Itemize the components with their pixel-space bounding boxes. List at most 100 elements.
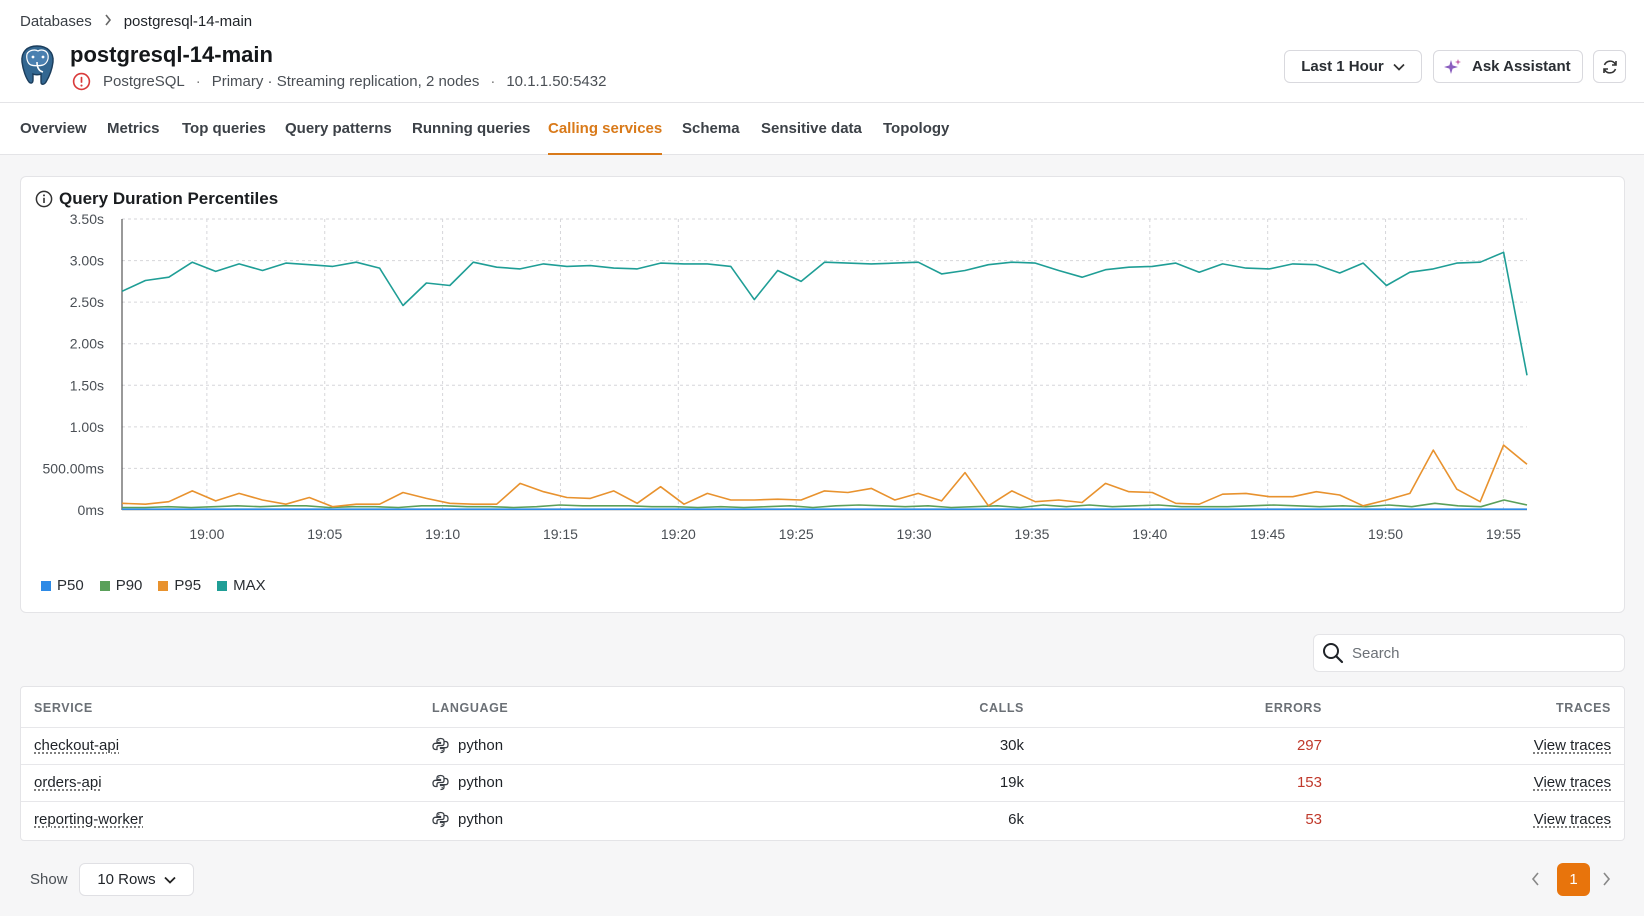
service-link[interactable]: reporting-worker (34, 811, 144, 828)
tab-calling-services[interactable]: Calling services (548, 103, 663, 155)
legend-label: P50 (57, 577, 84, 594)
postgresql-elephant-icon (21, 45, 54, 85)
service-link[interactable]: checkout-api (34, 737, 120, 754)
legend-swatch (217, 580, 228, 591)
column-header-errors[interactable]: ERRORS (1264, 701, 1322, 715)
view-traces-link[interactable]: View traces (1533, 811, 1611, 828)
legend-label: P90 (115, 577, 143, 594)
search-input[interactable] (1352, 644, 1612, 662)
errors-value: 153 (1296, 774, 1322, 791)
y-tick-label: 3.50s (70, 211, 104, 227)
language-cell: python (432, 811, 503, 828)
tab-overview[interactable]: Overview (20, 120, 87, 137)
legend-item-p50[interactable]: P50 (41, 577, 84, 594)
tab-schema[interactable]: Schema (682, 120, 740, 137)
refresh-button[interactable] (1593, 50, 1626, 83)
column-header-service[interactable]: SERVICE (34, 701, 93, 715)
refresh-icon (1602, 59, 1617, 74)
breadcrumb: Databases postgresql-14-main (20, 11, 252, 31)
view-traces-link[interactable]: View traces (1533, 737, 1611, 754)
show-label: Show (30, 871, 68, 888)
python-icon (432, 774, 449, 791)
sparkle-icon (1444, 58, 1461, 74)
page-button-current[interactable]: 1 (1557, 863, 1590, 896)
language-label: python (458, 774, 504, 791)
time-range-label: Last 1 Hour (1301, 58, 1384, 75)
language-cell: python (432, 737, 503, 754)
warning-icon (72, 72, 91, 90)
language-label: python (458, 811, 504, 828)
table-row: checkout-api python 30k 297 View traces (21, 727, 1624, 764)
python-icon (432, 811, 449, 828)
chart-title-text: Query Duration Percentiles (59, 189, 279, 208)
previous-page-button[interactable] (1530, 870, 1542, 888)
service-link[interactable]: orders-api (34, 774, 102, 791)
next-page-button[interactable] (1600, 870, 1612, 888)
chart-legend: P50 P90 P95 MAX (41, 577, 282, 594)
ask-assistant-button[interactable]: Ask Assistant (1433, 50, 1583, 83)
x-tick-label: 19:25 (779, 526, 814, 542)
tab-metrics[interactable]: Metrics (107, 120, 160, 137)
x-tick-label: 19:15 (543, 526, 578, 542)
language-cell: python (432, 774, 503, 791)
calls-value: 19k (999, 774, 1024, 791)
chart-title: Query Duration Percentiles (35, 189, 278, 209)
legend-item-max[interactable]: MAX (217, 577, 266, 594)
tab-bar: Overview Metrics Top queries Query patte… (0, 103, 1644, 155)
time-range-dropdown[interactable]: Last 1 Hour (1284, 50, 1422, 83)
view-traces-link[interactable]: View traces (1533, 774, 1611, 791)
x-tick-label: 19:55 (1486, 526, 1521, 542)
calls-value: 6k (1008, 811, 1024, 828)
role-label: Primary · Streaming replication, 2 nodes (211, 72, 480, 90)
x-tick-label: 19:35 (1014, 526, 1049, 542)
column-header-calls[interactable]: CALLS (979, 701, 1024, 715)
rows-per-page-value: 10 Rows (97, 871, 156, 888)
legend-item-p90[interactable]: P90 (99, 577, 143, 594)
legend-item-p95[interactable]: P95 (158, 577, 201, 594)
tab-running-queries[interactable]: Running queries (412, 120, 531, 137)
tab-sensitive-data[interactable]: Sensitive data (761, 120, 862, 137)
engine-label: PostgreSQL (103, 72, 185, 90)
x-tick-label: 19:10 (425, 526, 460, 542)
legend-label: P95 (174, 577, 202, 594)
breadcrumb-current: postgresql-14-main (123, 12, 253, 30)
info-icon (35, 190, 53, 208)
errors-value: 297 (1296, 737, 1322, 754)
search-box (1313, 634, 1625, 672)
x-tick-label: 19:05 (307, 526, 342, 542)
y-tick-label: 2.00s (70, 336, 104, 352)
x-tick-label: 19:50 (1368, 526, 1403, 542)
page-title: postgresql-14-main (70, 42, 273, 67)
address-label: 10.1.1.50:5432 (506, 72, 607, 90)
y-tick-label: 0ms (78, 502, 104, 518)
calling-services-table: SERVICE LANGUAGE CALLS ERRORS TRACES che… (20, 686, 1625, 841)
chevron-down-icon (1393, 63, 1405, 71)
page-header: Databases postgresql-14-main postgresql-… (0, 0, 1644, 103)
errors-value: 53 (1305, 811, 1322, 828)
x-tick-label: 19:00 (189, 526, 224, 542)
series-line-max (121, 251, 1528, 376)
x-tick-label: 19:20 (661, 526, 696, 542)
tab-top-queries[interactable]: Top queries (182, 120, 266, 137)
query-duration-chart-card: 0ms 500.00ms 1.00s 1.50s 2.00s 2.50s 3.00s 3.50… (20, 176, 1625, 613)
database-meta: PostgreSQL · Primary · Streaming replica… (72, 71, 606, 91)
legend-label: MAX (233, 577, 266, 594)
tab-query-patterns[interactable]: Query patterns (285, 120, 392, 137)
language-label: python (458, 737, 504, 754)
separator-dot: · (195, 72, 201, 90)
column-header-language[interactable]: LANGUAGE (432, 701, 509, 715)
x-tick-label: 19:40 (1132, 526, 1167, 542)
y-tick-label: 1.50s (70, 377, 104, 393)
breadcrumb-databases-link[interactable]: Databases (20, 12, 92, 30)
column-header-traces[interactable]: TRACES (1556, 701, 1611, 715)
series-line-p90 (122, 499, 1528, 509)
chevron-right-icon (104, 13, 112, 29)
tab-topology[interactable]: Topology (883, 120, 950, 137)
legend-swatch (99, 580, 110, 591)
chevron-down-icon (164, 876, 176, 884)
query-duration-chart: 0ms 500.00ms 1.00s 1.50s 2.00s 2.50s 3.00s 3.50… (43, 211, 1528, 542)
y-tick-label: 3.00s (70, 253, 104, 269)
legend-swatch (158, 580, 169, 591)
rows-per-page-select[interactable]: 10 Rows (79, 863, 194, 896)
table-row: reporting-worker python 6k 53 View trace… (21, 801, 1624, 838)
